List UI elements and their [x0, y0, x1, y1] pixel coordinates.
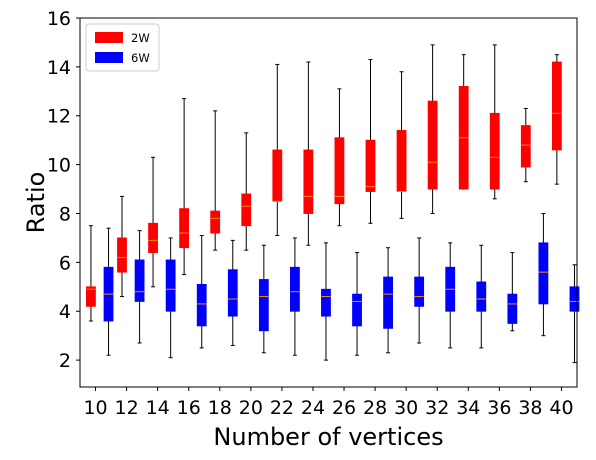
x-tick-label: 16: [177, 397, 201, 419]
box-body: [272, 149, 283, 202]
box-2W-16: [179, 98, 190, 276]
box-6W-38: [538, 212, 549, 337]
box-6W-10: [103, 227, 114, 356]
box-body: [365, 139, 376, 192]
x-tick-label: 10: [83, 397, 107, 419]
box-6W-18: [227, 239, 238, 346]
box-body: [86, 286, 96, 307]
box-body: [396, 130, 407, 192]
box-2W-40: [551, 54, 562, 185]
box-body: [551, 61, 562, 151]
box-body: [134, 259, 145, 302]
y-axis-title: Ratio: [22, 172, 50, 234]
x-tick-label: 30: [394, 397, 418, 419]
box-2W-22: [272, 63, 283, 236]
box-body: [179, 208, 190, 249]
x-tick-label: 32: [425, 397, 449, 419]
box-2W-20: [241, 132, 252, 251]
x-tick-label: 24: [301, 397, 325, 419]
box-6W-14: [165, 237, 176, 359]
box-body: [227, 269, 238, 317]
box-2W-30: [396, 71, 407, 219]
box-body: [241, 193, 252, 227]
box-body: [569, 286, 580, 312]
box-6W-22: [290, 237, 300, 356]
box-6W-24: [321, 242, 331, 361]
box-2W-18: [210, 110, 221, 251]
y-tick-label: 8: [59, 203, 71, 225]
legend-label-2W: 2W: [131, 31, 150, 45]
x-tick-label: 22: [270, 397, 294, 419]
y-tick-label: 4: [59, 301, 71, 323]
box-body: [290, 266, 300, 312]
box-2W-26: [334, 88, 345, 227]
x-tick-label: 34: [456, 397, 480, 419]
box-6W-32: [445, 242, 456, 349]
box-body: [352, 293, 362, 327]
x-tick-label: 28: [363, 397, 387, 419]
x-tick-label: 20: [239, 397, 263, 419]
box-body: [210, 210, 221, 234]
box-6W-16: [196, 234, 207, 349]
box-body: [117, 237, 127, 273]
box-body: [507, 293, 518, 324]
box-body: [520, 125, 531, 168]
box-body: [538, 242, 549, 305]
box-2W-36: [489, 44, 500, 200]
box-2W-14: [148, 156, 158, 288]
y-tick-label: 10: [47, 155, 71, 177]
box-6W-20: [258, 244, 269, 354]
box-6W-34: [476, 244, 487, 349]
box-body: [489, 112, 500, 190]
box-body: [476, 281, 487, 312]
x-tick-label: 12: [115, 397, 139, 419]
box-2W-28: [365, 59, 376, 224]
box-6W-12: [134, 230, 145, 344]
x-tick-label: 38: [518, 397, 542, 419]
box-body: [148, 222, 158, 253]
legend-swatch-6W: [95, 52, 123, 63]
x-tick-label: 40: [549, 397, 573, 419]
y-tick-label: 12: [47, 106, 71, 128]
box-body: [196, 283, 207, 327]
box-2W-12: [117, 195, 127, 298]
y-tick-label: 16: [47, 8, 71, 30]
box-body: [334, 137, 345, 205]
box-marks: [86, 44, 580, 364]
box-body: [427, 100, 438, 190]
y-tick-label: 14: [47, 57, 71, 79]
box-6W-28: [383, 247, 393, 354]
box-6W-30: [414, 237, 425, 344]
plot-frame: [79, 17, 578, 388]
box-body: [165, 259, 176, 312]
box-2W-32: [427, 44, 438, 214]
box-body: [383, 276, 393, 329]
box-body: [258, 279, 269, 332]
y-tick-label: 2: [59, 350, 71, 372]
box-body: [414, 276, 425, 307]
box-6W-26: [352, 252, 362, 356]
box-2W-24: [303, 61, 314, 246]
y-tick-label: 6: [59, 252, 71, 274]
box-body: [303, 149, 314, 214]
box-body: [321, 288, 331, 317]
legend-label-6W: 6W: [131, 51, 150, 65]
box-2W-38: [520, 107, 531, 183]
legend-swatch-2W: [95, 32, 123, 43]
box-2W-34: [458, 54, 469, 190]
x-tick-label: 36: [487, 397, 511, 419]
x-tick-label: 18: [208, 397, 232, 419]
box-2W-10: [86, 225, 96, 322]
x-axis-title: Number of vertices: [213, 423, 443, 451]
x-tick-label: 14: [146, 397, 170, 419]
x-tick-label: 26: [332, 397, 356, 419]
box-6W-36: [507, 252, 518, 332]
